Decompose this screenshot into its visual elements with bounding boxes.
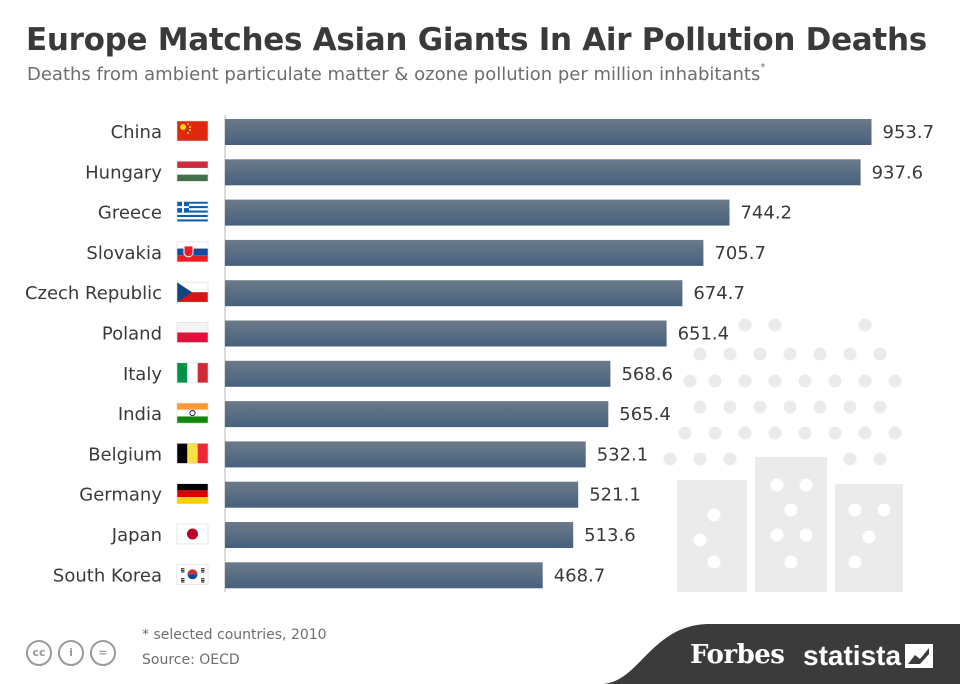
china-flag-icon — [176, 120, 209, 142]
category-label: Czech Republic — [25, 283, 162, 304]
value-label: 568.6 — [621, 364, 673, 385]
bar — [225, 320, 667, 347]
forbes-logo[interactable]: Forbes — [690, 640, 785, 670]
south-korea-flag-icon — [176, 563, 209, 585]
category-label: India — [118, 404, 162, 425]
category-label: Germany — [79, 485, 162, 506]
value-label: 532.1 — [597, 444, 649, 465]
category-label: Greece — [98, 203, 162, 224]
statista-logo[interactable]: statista — [803, 640, 902, 671]
category-label: Belgium — [88, 444, 162, 465]
statista-mark-icon — [905, 644, 933, 668]
bar — [225, 119, 872, 145]
category-label: Poland — [102, 324, 162, 345]
value-label: 565.4 — [619, 404, 671, 425]
category-labels: China Hungary Greece Slovakia Czech Republic… — [25, 122, 162, 586]
flags — [176, 120, 209, 585]
category-label: Hungary — [85, 162, 162, 183]
category-label: Italy — [123, 364, 162, 385]
belgium-flag-icon — [176, 443, 209, 464]
source-note: Source: OECD — [142, 652, 240, 668]
category-label: Slovakia — [86, 243, 162, 264]
category-label: Japan — [111, 525, 162, 546]
category-label: China — [111, 122, 162, 143]
value-label: 744.2 — [740, 203, 792, 224]
bar — [225, 481, 579, 508]
value-label: 651.4 — [678, 324, 730, 345]
slovakia-flag-icon — [176, 241, 209, 263]
value-label: 937.6 — [872, 162, 924, 183]
bar — [225, 401, 609, 428]
footnote: * selected countries, 2010 — [142, 627, 327, 643]
value-label: 674.7 — [693, 283, 745, 304]
background-decoration — [663, 318, 903, 592]
poland-flag-icon — [176, 322, 209, 343]
greece-flag-icon — [176, 201, 209, 222]
bar — [225, 159, 861, 186]
chart-subtitle: Deaths from ambient particulate matter &… — [27, 62, 766, 85]
bars — [225, 119, 872, 589]
value-label: 513.6 — [584, 525, 636, 546]
germany-flag-icon — [176, 483, 209, 505]
value-label: 705.7 — [714, 243, 766, 264]
value-label: 953.7 — [883, 122, 935, 143]
india-flag-icon — [176, 402, 209, 424]
brand-bar — [600, 624, 960, 684]
japan-flag-icon — [176, 523, 209, 545]
value-label: 468.7 — [554, 565, 606, 586]
bar — [225, 441, 586, 468]
bar — [225, 360, 611, 387]
bar — [225, 280, 683, 307]
italy-flag-icon — [176, 362, 209, 384]
chart-title: Europe Matches Asian Giants In Air Pollu… — [26, 22, 927, 58]
hungary-flag-icon — [176, 161, 209, 182]
by-icon: i — [58, 640, 84, 666]
category-label: South Korea — [53, 565, 162, 586]
license-icons: cc i = — [26, 640, 116, 666]
bar — [225, 239, 704, 266]
bar — [225, 199, 730, 226]
cc-icon: cc — [26, 640, 52, 666]
bar — [225, 522, 574, 548]
bar — [225, 562, 543, 589]
value-label: 521.1 — [589, 485, 641, 506]
nd-icon: = — [90, 640, 116, 666]
subtitle-asterisk: * — [760, 62, 766, 73]
czech-flag-icon — [176, 281, 209, 303]
